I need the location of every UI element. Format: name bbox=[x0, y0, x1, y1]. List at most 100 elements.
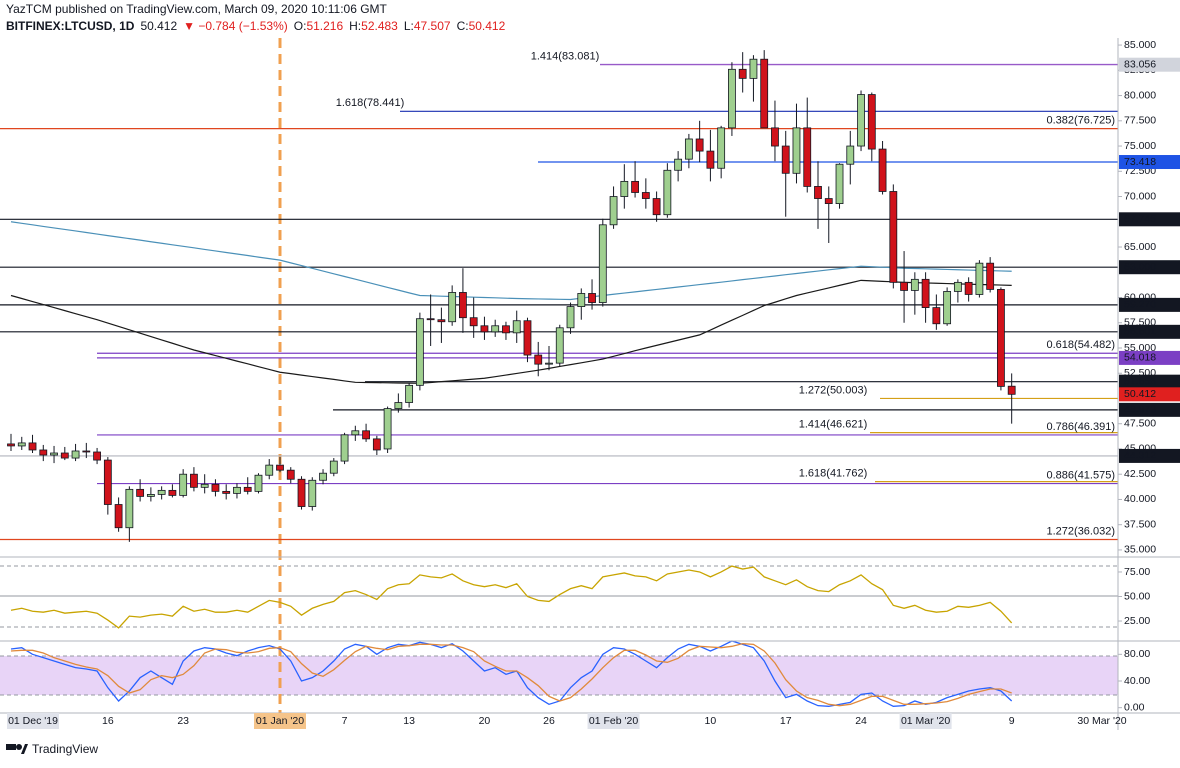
level-badge bbox=[1119, 402, 1180, 417]
x-label-bg bbox=[587, 713, 640, 729]
fib-label: 1.414(83.081) bbox=[531, 50, 600, 62]
indicator-line bbox=[10, 565, 1013, 629]
y-tick-label: 42.500 bbox=[1124, 468, 1156, 480]
x-tick-label: 20 bbox=[479, 715, 491, 727]
fib-label: 0.886(41.575) bbox=[1047, 469, 1116, 481]
ohlc-label: L: bbox=[404, 19, 414, 33]
candle-body bbox=[168, 489, 177, 496]
y-tick-label: 75.00 bbox=[1124, 566, 1150, 578]
candle-body bbox=[28, 442, 37, 451]
brand-logo bbox=[6, 744, 28, 754]
x-tick-label: 17 bbox=[780, 715, 792, 727]
candle-body bbox=[276, 464, 284, 471]
candle-body bbox=[405, 384, 414, 403]
candle-body bbox=[448, 292, 457, 323]
candle-body bbox=[362, 430, 370, 440]
ohlc-value: 52.483 bbox=[361, 19, 398, 33]
y-tick-label: 50.00 bbox=[1124, 590, 1150, 602]
candle-body bbox=[663, 169, 672, 216]
candle-body bbox=[900, 281, 908, 291]
candle-body bbox=[340, 434, 349, 462]
ohlc-value: 51.216 bbox=[306, 19, 343, 33]
candle-body bbox=[760, 58, 769, 129]
candle-body bbox=[835, 163, 844, 204]
x-label-bg bbox=[254, 713, 306, 729]
candle-body bbox=[383, 408, 392, 450]
level-badge-label: 54.018 bbox=[1124, 352, 1156, 364]
x-tick-label: 01 Mar '20 bbox=[901, 715, 950, 727]
change: ▼ −0.784 (−1.53%) bbox=[183, 19, 288, 33]
candle-body bbox=[641, 192, 650, 199]
candle-body bbox=[222, 490, 231, 494]
level-badge bbox=[1119, 297, 1180, 312]
candle-body bbox=[351, 430, 360, 436]
y-tick-label: 80.000 bbox=[1124, 89, 1156, 101]
candle-body bbox=[555, 327, 564, 364]
y-tick-label: 75.000 bbox=[1124, 140, 1156, 152]
fib-label: 0.382(76.725) bbox=[1047, 115, 1116, 127]
candle-body bbox=[7, 443, 15, 447]
level-badge bbox=[1119, 350, 1180, 365]
candle-body bbox=[82, 450, 91, 453]
candle-body bbox=[319, 472, 327, 481]
candle-body bbox=[243, 486, 252, 492]
candle-body bbox=[964, 281, 973, 295]
candle-body bbox=[254, 474, 263, 492]
level-badge bbox=[1119, 448, 1180, 463]
y-tick-label: 77.500 bbox=[1124, 115, 1156, 127]
indicator-line bbox=[10, 643, 1012, 707]
fib-label: 1.618(41.762) bbox=[799, 468, 868, 480]
candle-body bbox=[943, 291, 952, 325]
fib-label: 1.414(46.621) bbox=[799, 419, 868, 431]
level-badge bbox=[1119, 57, 1180, 72]
candle-body bbox=[889, 191, 898, 283]
ohlc-label: C: bbox=[457, 19, 469, 33]
y-tick-label: 55.000 bbox=[1124, 342, 1156, 354]
candle-body bbox=[620, 180, 629, 197]
candle-body bbox=[60, 452, 69, 459]
candle-body bbox=[997, 289, 1005, 387]
x-tick-label: 23 bbox=[177, 715, 189, 727]
candle-body bbox=[93, 451, 101, 461]
candle-body bbox=[598, 224, 607, 303]
candle-body bbox=[200, 483, 209, 488]
x-tick-label: 01 Feb '20 bbox=[589, 715, 638, 727]
candle-body bbox=[792, 127, 801, 174]
publisher: YazTCM published on TradingView.com, Mar… bbox=[6, 2, 388, 16]
indicator-line bbox=[10, 221, 1012, 301]
candle-body bbox=[814, 186, 822, 199]
level-badge-label: 59.270 bbox=[1124, 299, 1156, 311]
candle-body bbox=[459, 292, 467, 319]
candle-body bbox=[125, 488, 134, 529]
candle-body bbox=[71, 450, 80, 459]
level-badge bbox=[1119, 155, 1180, 170]
candle-body bbox=[50, 452, 58, 456]
indicator-line bbox=[10, 640, 1013, 707]
x-tick-label: 13 bbox=[403, 715, 415, 727]
candle-body bbox=[308, 479, 317, 507]
candle-body bbox=[975, 262, 984, 295]
brand: TradingView bbox=[32, 742, 98, 756]
candle-body bbox=[674, 158, 683, 171]
last-price-badge bbox=[1119, 387, 1180, 402]
candle-body bbox=[588, 293, 596, 303]
level-badge-label: 67.745 bbox=[1124, 213, 1156, 225]
candle-body bbox=[157, 489, 166, 495]
candle-body bbox=[415, 318, 424, 386]
candle-body bbox=[512, 320, 521, 334]
y-tick-label: 40.00 bbox=[1124, 675, 1150, 687]
y-tick-label: 40.000 bbox=[1124, 493, 1156, 505]
x-tick-label: 9 bbox=[1009, 715, 1015, 727]
candle-body bbox=[329, 460, 338, 474]
candle-body bbox=[695, 138, 704, 152]
fib-label: 0.786(46.391) bbox=[1047, 421, 1116, 433]
candle-body bbox=[190, 473, 198, 488]
candle-body bbox=[114, 504, 123, 529]
candle-body bbox=[986, 262, 995, 290]
candle-body bbox=[480, 325, 489, 333]
candle-body bbox=[749, 58, 758, 79]
fib-label: 1.272(50.003) bbox=[799, 384, 868, 396]
level-badge bbox=[1119, 212, 1180, 227]
candle-body bbox=[265, 464, 274, 476]
candle-body bbox=[233, 486, 241, 494]
